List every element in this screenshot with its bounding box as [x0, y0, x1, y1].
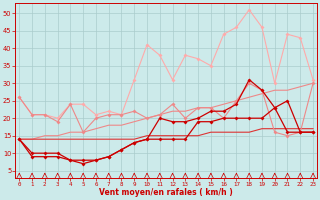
- X-axis label: Vent moyen/en rafales ( km/h ): Vent moyen/en rafales ( km/h ): [99, 188, 233, 197]
